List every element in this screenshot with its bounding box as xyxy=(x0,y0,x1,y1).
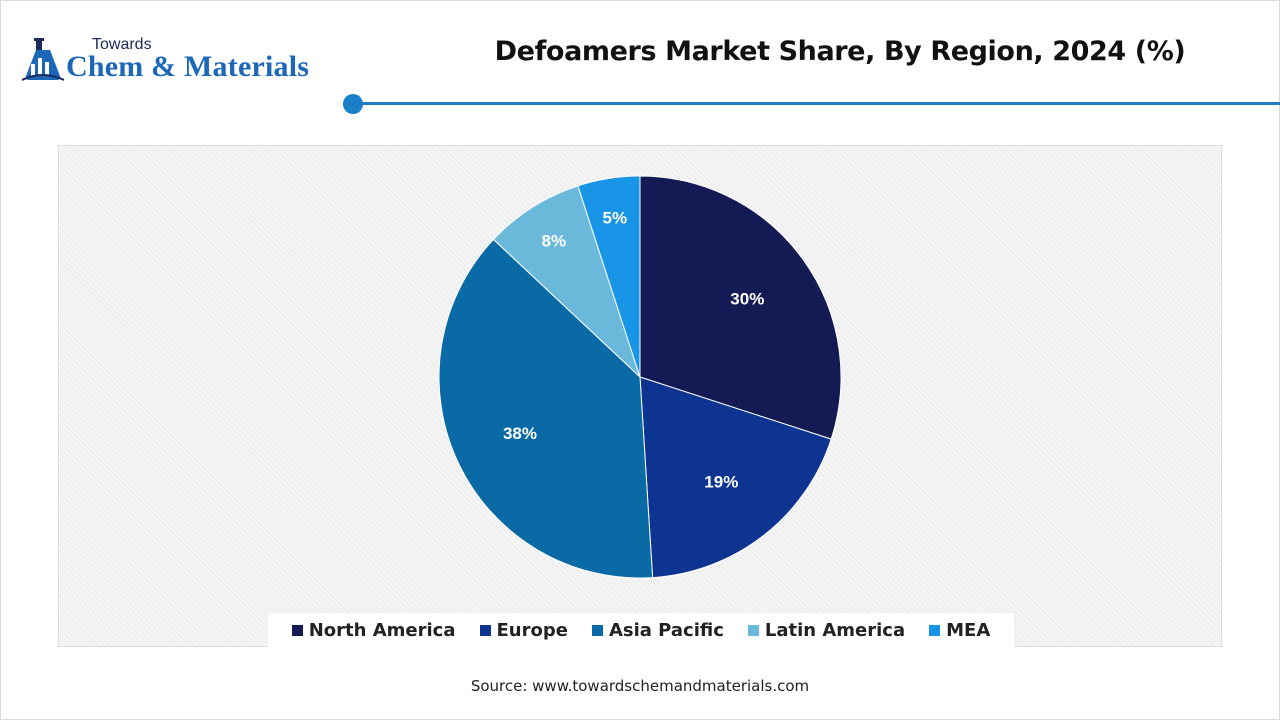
pie-slice-europe xyxy=(639,376,832,579)
divider-dot xyxy=(343,94,363,114)
pie-slice-asia-pacific xyxy=(438,238,654,579)
chart-title: Defoamers Market Share, By Region, 2024 … xyxy=(494,36,1186,67)
data-label-asia-pacific: 38% xyxy=(503,424,537,443)
data-label-europe: 19% xyxy=(704,472,738,491)
logo-text-brand: Chem & Materials xyxy=(66,50,310,83)
chart-legend: North America Europe Asia Pacific Latin Ame… xyxy=(268,613,1014,647)
legend-label: MEA xyxy=(946,619,991,641)
legend-label: North America xyxy=(308,619,456,641)
legend-swatch xyxy=(479,624,491,636)
data-label-latin-america: 8% xyxy=(542,232,567,251)
divider-line xyxy=(354,102,1280,105)
source-note: Source: www.towardschemandmaterials.com xyxy=(470,677,810,695)
legend-swatch xyxy=(747,624,759,636)
legend-label: Asia Pacific xyxy=(608,619,724,641)
legend-item-north-america: North America xyxy=(291,619,456,641)
legend-item-mea: MEA xyxy=(929,620,990,641)
legend-label: Europe xyxy=(496,619,568,641)
legend-item-latin-america: Latin America xyxy=(747,619,906,641)
legend-swatch xyxy=(591,624,603,636)
flask-building-icon xyxy=(22,38,64,81)
brand-logo: Towards Chem & Materials xyxy=(22,36,342,86)
pie-slice-north-america xyxy=(639,175,842,440)
legend-item-europe: Europe xyxy=(479,619,568,641)
legend-swatch xyxy=(291,624,303,636)
data-label-mea: 5% xyxy=(603,209,628,228)
legend-item-asia-pacific: Asia Pacific xyxy=(591,619,724,641)
legend-label: Latin America xyxy=(764,619,906,641)
data-label-north-america: 30% xyxy=(730,290,764,309)
logo-text-towards: Towards xyxy=(92,36,152,53)
pie-slice-mea xyxy=(577,175,641,378)
pie-slice-latin-america xyxy=(492,185,641,378)
legend-swatch xyxy=(929,624,941,636)
